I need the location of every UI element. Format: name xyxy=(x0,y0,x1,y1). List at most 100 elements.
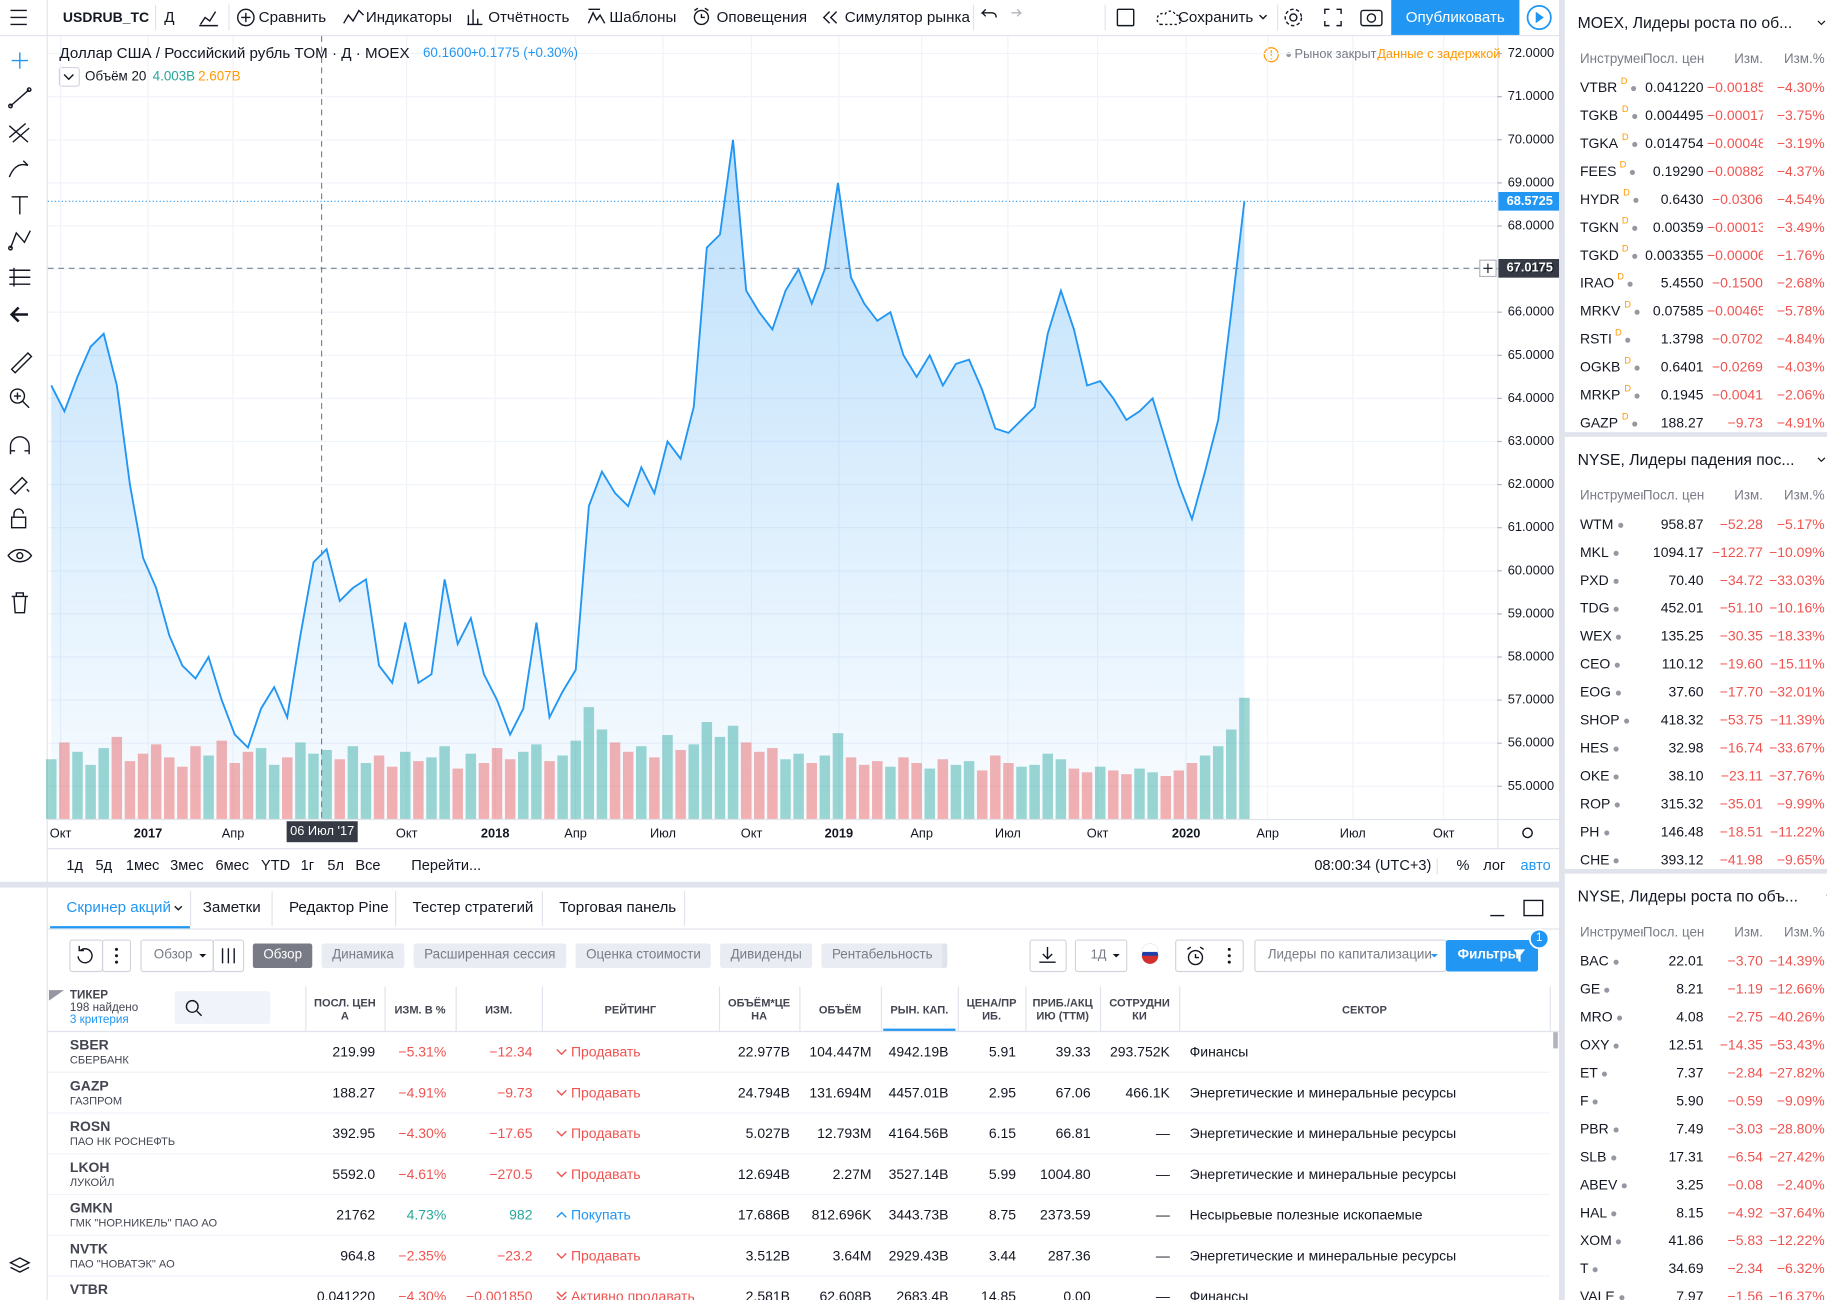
interval[interactable]: Д xyxy=(164,8,175,26)
column-header[interactable]: ОБЪЁМ xyxy=(799,990,881,1030)
watch-ticker[interactable]: HES xyxy=(1579,739,1609,757)
log-toggle[interactable]: лог xyxy=(1483,857,1506,874)
range-button[interactable]: Все xyxy=(355,857,381,874)
watch-ticker[interactable]: MRKV xyxy=(1579,302,1621,320)
watch-ticker[interactable]: EOG xyxy=(1579,683,1612,701)
column-header[interactable]: ИЗМ. xyxy=(456,990,542,1030)
range-button[interactable]: YTD xyxy=(261,857,291,874)
column-header[interactable]: ПРИБ./АКЦИЮ (TTM) xyxy=(1025,990,1100,1030)
watch-ticker[interactable]: CHE xyxy=(1579,851,1610,868)
row-ticker[interactable]: SBER xyxy=(69,1036,109,1054)
watch-ticker[interactable]: TDG xyxy=(1579,599,1610,617)
watchlist-title[interactable]: NYSE, Лидеры падения пос... xyxy=(1577,450,1795,469)
watch-ticker[interactable]: MRKP xyxy=(1579,386,1621,404)
column-header[interactable]: ИЗМ. В % xyxy=(385,990,456,1030)
watch-ticker[interactable]: BAC xyxy=(1579,952,1609,970)
watch-ticker[interactable]: F xyxy=(1579,1092,1589,1109)
watch-ticker[interactable]: XOM xyxy=(1579,1232,1612,1249)
watch-ticker[interactable]: OXY xyxy=(1579,1036,1610,1054)
watch-ticker[interactable]: WTM xyxy=(1579,516,1614,533)
watch-ticker[interactable]: ET xyxy=(1579,1064,1598,1081)
watch-ticker[interactable]: WEX xyxy=(1579,627,1612,645)
watch-ticker[interactable]: OGKB xyxy=(1579,358,1621,376)
watch-ticker[interactable]: MRO xyxy=(1579,1008,1613,1026)
auto-toggle[interactable]: авто xyxy=(1520,857,1551,874)
filter-tab[interactable]: Дивиденды xyxy=(720,943,813,969)
replay-button[interactable]: Симулятор рынка xyxy=(844,8,970,26)
alerts-button[interactable]: Оповещения xyxy=(716,8,808,26)
watch-ticker[interactable]: GAZP xyxy=(1579,414,1619,432)
filter-tab[interactable]: Динамика xyxy=(321,943,405,969)
row-ticker[interactable]: ROSN xyxy=(69,1118,111,1135)
indicators-button[interactable]: Индикаторы xyxy=(365,8,452,26)
row-ticker[interactable]: GMKN xyxy=(69,1199,113,1217)
templates-button[interactable]: Шаблоны xyxy=(609,8,677,26)
watch-ticker[interactable]: OKE xyxy=(1579,767,1610,784)
watchlist-title[interactable]: NYSE, Лидеры роста по объ... xyxy=(1577,887,1799,906)
column-header[interactable]: ПОСЛ. ЦЕНА xyxy=(305,990,384,1030)
reports-button[interactable]: Отчётность xyxy=(488,8,570,26)
column-header[interactable]: ОБЪЁМ*ЦЕНА xyxy=(719,990,799,1030)
column-header[interactable]: РЫН. КАП. xyxy=(881,990,958,1030)
filter-tab[interactable]: Рентабельность xyxy=(821,943,944,969)
watch-ticker[interactable]: PBR xyxy=(1579,1120,1609,1137)
range-button[interactable]: 1г xyxy=(300,857,315,874)
watch-ticker[interactable]: TGKB xyxy=(1579,107,1619,124)
bottom-tab[interactable]: Скринер акций xyxy=(66,898,171,916)
watch-ticker[interactable]: CEO xyxy=(1579,655,1611,673)
preset-select[interactable]: Лидеры по капитализации xyxy=(1267,948,1432,963)
range-button[interactable]: 1д xyxy=(66,857,84,874)
column-header[interactable]: СЕКТОР xyxy=(1179,990,1550,1030)
bottom-tab[interactable]: Редактор Pine xyxy=(288,898,389,916)
filters-button[interactable]: Фильтры xyxy=(1457,948,1520,963)
column-header[interactable]: ЦЕНА/ПРИБ. xyxy=(958,990,1026,1030)
watch-ticker[interactable]: T xyxy=(1579,1260,1589,1277)
interval-select[interactable]: 1Д xyxy=(1090,948,1107,963)
watch-ticker[interactable]: TGKA xyxy=(1579,135,1619,152)
watch-ticker[interactable]: HYDR xyxy=(1579,191,1620,208)
row-ticker[interactable]: VTBR xyxy=(69,1281,108,1298)
view-select[interactable]: Обзор xyxy=(153,948,193,963)
watch-ticker[interactable]: TGKN xyxy=(1579,218,1619,236)
watch-ticker[interactable]: SLB xyxy=(1579,1148,1607,1165)
symbol[interactable]: USDRUB_TC xyxy=(62,9,150,26)
watch-ticker[interactable]: PXD xyxy=(1579,571,1609,589)
watch-ticker[interactable]: PH xyxy=(1579,823,1600,840)
watch-ticker[interactable]: RSTI xyxy=(1579,330,1612,348)
watch-ticker[interactable]: GE xyxy=(1579,980,1601,998)
bottom-tab[interactable]: Тестер стратегий xyxy=(412,898,534,916)
watchlist-title[interactable]: MOEX, Лидеры роста по об... xyxy=(1577,13,1793,32)
range-button[interactable]: 5л xyxy=(327,857,345,874)
watch-ticker[interactable]: VALE xyxy=(1579,1288,1615,1300)
row-ticker[interactable]: GAZP xyxy=(69,1077,109,1094)
criteria-link[interactable]: 3 критерия xyxy=(69,1013,129,1027)
watch-ticker[interactable]: IRAO xyxy=(1579,274,1615,292)
watch-ticker[interactable]: FEES xyxy=(1579,163,1617,180)
found-count: 198 найдено xyxy=(69,1001,139,1015)
watch-ticker[interactable]: HAL xyxy=(1579,1204,1608,1221)
watch-ticker[interactable]: SHOP xyxy=(1579,711,1620,729)
goto-button[interactable]: Перейти... xyxy=(411,857,482,874)
filter-tab[interactable]: Расширенная сессия xyxy=(413,943,566,969)
bottom-tab[interactable]: Заметки xyxy=(202,898,261,916)
range-button[interactable]: 5д xyxy=(95,857,113,874)
range-button[interactable]: 1мес xyxy=(125,857,160,874)
row-ticker[interactable]: NVTK xyxy=(69,1240,108,1257)
publish-button[interactable]: Опубликовать xyxy=(1405,8,1505,26)
range-button[interactable]: 6мес xyxy=(215,857,250,874)
column-header[interactable]: РЕЙТИНГ xyxy=(542,990,719,1030)
filter-tab[interactable]: Обзор xyxy=(252,943,313,969)
percent-toggle[interactable]: % xyxy=(1456,857,1470,874)
range-button[interactable]: 3мес xyxy=(170,857,204,874)
row-ticker[interactable]: LKOH xyxy=(69,1159,110,1176)
watch-ticker[interactable]: MKL xyxy=(1579,543,1609,561)
compare-button[interactable]: Сравнить xyxy=(258,8,327,26)
watch-ticker[interactable]: ABEV xyxy=(1579,1176,1618,1193)
bottom-tab[interactable]: Торговая панель xyxy=(559,898,677,916)
save-button[interactable]: Сохранить xyxy=(1177,8,1254,26)
column-header[interactable]: СОТРУДНИКИ xyxy=(1100,990,1179,1030)
watch-ticker[interactable]: VTBR xyxy=(1579,79,1618,96)
watch-ticker[interactable]: TGKD xyxy=(1579,246,1619,264)
watch-ticker[interactable]: ROP xyxy=(1579,795,1611,812)
filter-tab[interactable]: Оценка стоимости xyxy=(575,943,712,969)
